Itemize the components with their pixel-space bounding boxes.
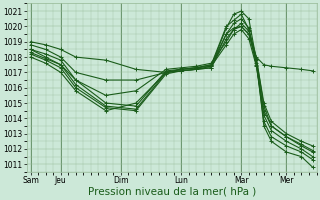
X-axis label: Pression niveau de la mer( hPa ): Pression niveau de la mer( hPa ) [88, 187, 256, 197]
